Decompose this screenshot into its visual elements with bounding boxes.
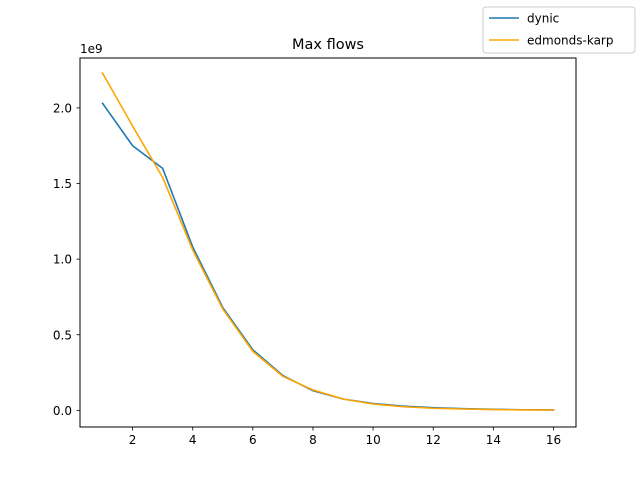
legend-label-dynic: dynic — [527, 12, 559, 26]
chart-title: Max flows — [292, 37, 364, 53]
y-tick-label: 0.5 — [53, 328, 72, 342]
y-tick-label: 1.5 — [53, 177, 72, 191]
x-tick-label: 14 — [486, 433, 501, 447]
legend-label-edmonds-karp: edmonds-karp — [527, 34, 613, 48]
x-tick-label: 16 — [546, 433, 561, 447]
y-tick-label: 0.0 — [53, 404, 72, 418]
series-lines — [101, 72, 555, 411]
x-tick-label: 12 — [426, 433, 441, 447]
x-tick-label: 4 — [189, 433, 197, 447]
y-tick-label: 2.0 — [53, 101, 72, 115]
y-axis-ticks: 0.0 0.5 1.0 1.5 2.0 — [53, 101, 80, 418]
x-tick-label: 8 — [309, 433, 317, 447]
series-line-edmonds-karp — [101, 72, 555, 411]
x-axis-ticks: 2 4 6 8 10 12 14 16 — [129, 427, 561, 447]
legend: dynic edmonds-karp — [482, 6, 636, 54]
y-axis-offset-label: 1e9 — [80, 42, 103, 56]
x-tick-label: 10 — [365, 433, 380, 447]
plot-area-frame — [79, 57, 577, 428]
y-tick-label: 1.0 — [53, 253, 72, 267]
x-tick-label: 6 — [249, 433, 257, 447]
x-tick-label: 2 — [129, 433, 137, 447]
legend-box — [482, 6, 636, 54]
